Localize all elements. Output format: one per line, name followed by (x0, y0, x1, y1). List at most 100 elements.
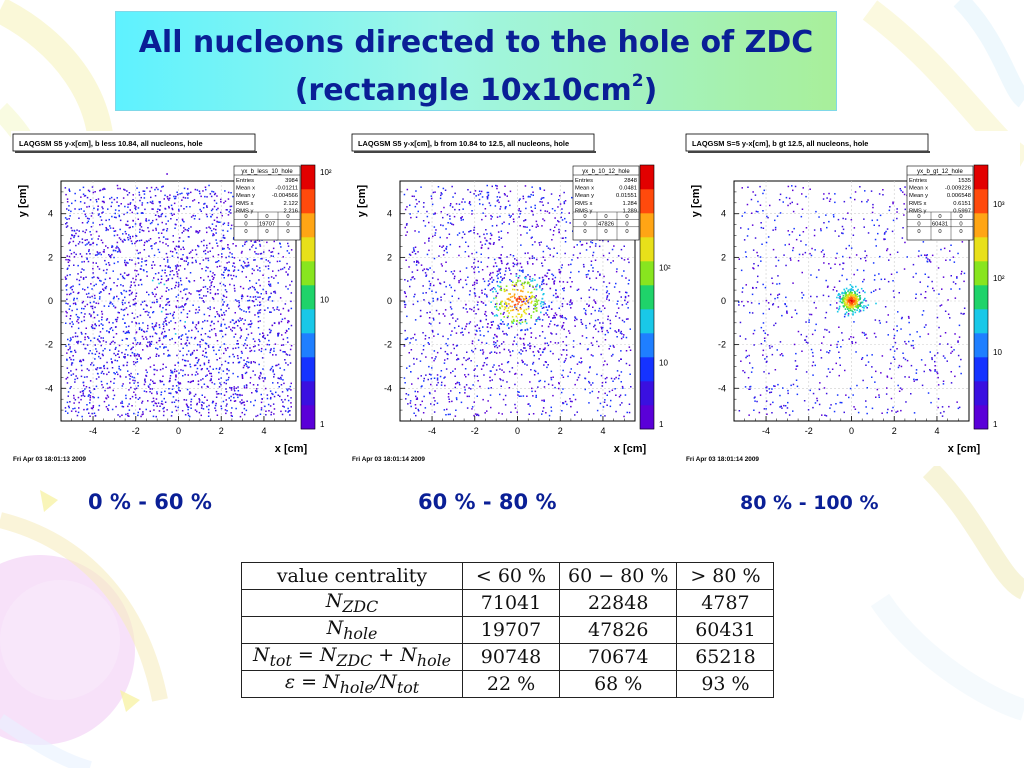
data-point (403, 301, 406, 303)
data-point (174, 405, 177, 408)
data-point (268, 280, 270, 283)
data-point (561, 211, 563, 214)
data-point (423, 299, 425, 301)
data-point (280, 344, 283, 346)
data-point (66, 225, 69, 227)
data-point (122, 241, 124, 243)
data-point (624, 299, 626, 302)
data-point (479, 349, 482, 351)
data-point (191, 329, 193, 332)
data-point (88, 390, 91, 392)
data-point (586, 242, 588, 245)
data-point (181, 297, 184, 299)
data-point (628, 403, 631, 405)
data-point (809, 313, 811, 316)
color-scale-segment (301, 213, 315, 238)
scatter-points (738, 185, 966, 417)
data-point (924, 364, 927, 366)
data-point (113, 297, 115, 300)
data-point (205, 295, 207, 297)
stats-matrix-cell: 0 (265, 214, 268, 220)
data-point (211, 402, 214, 404)
data-point (186, 229, 188, 231)
data-point (284, 359, 286, 361)
data-point (255, 253, 257, 255)
data-point (84, 338, 86, 341)
data-point (521, 329, 523, 331)
data-point (511, 320, 513, 323)
data-point (533, 257, 535, 259)
data-point (247, 265, 250, 267)
data-point (772, 229, 774, 231)
data-point (503, 193, 506, 195)
data-point (570, 271, 572, 274)
data-point (69, 318, 71, 320)
data-point (209, 286, 211, 288)
data-point (189, 353, 192, 356)
data-point (588, 305, 590, 307)
data-point (223, 266, 226, 269)
data-point (211, 297, 214, 299)
data-point (811, 247, 813, 250)
data-point (491, 379, 493, 381)
data-point (503, 348, 506, 351)
data-point (249, 296, 252, 298)
data-point (534, 279, 536, 281)
data-point (243, 323, 245, 325)
data-point (446, 344, 449, 347)
stats-matrix-cell: 0 (604, 214, 607, 220)
data-point (174, 247, 176, 250)
data-point (553, 230, 555, 232)
data-point (259, 309, 262, 311)
data-point (205, 213, 208, 216)
data-point (196, 230, 198, 233)
data-point (203, 203, 205, 205)
data-point (406, 337, 409, 339)
data-point (179, 390, 181, 392)
data-point (106, 228, 108, 230)
data-point (487, 191, 490, 194)
data-point (140, 303, 142, 306)
data-point (266, 334, 269, 336)
data-point (124, 189, 126, 191)
data-point (473, 271, 476, 274)
data-point (160, 278, 163, 280)
data-point (97, 396, 100, 399)
data-point (155, 341, 158, 344)
data-point (159, 304, 161, 306)
data-point (602, 254, 605, 257)
data-point (747, 301, 749, 303)
data-point (536, 223, 538, 226)
data-point (107, 409, 110, 411)
data-point (618, 317, 621, 319)
data-point (88, 352, 90, 355)
data-point (106, 382, 108, 385)
data-point (210, 209, 213, 212)
data-point (71, 202, 73, 205)
data-point (225, 349, 227, 352)
data-point (439, 236, 441, 239)
data-point (621, 402, 623, 404)
data-point (87, 189, 90, 192)
data-point (112, 336, 115, 338)
data-point (127, 206, 129, 208)
data-point (179, 265, 182, 267)
data-point (101, 241, 104, 244)
data-point (156, 391, 158, 393)
data-point (131, 395, 134, 398)
data-point (513, 320, 515, 322)
data-point (109, 225, 111, 227)
data-point (66, 208, 68, 210)
data-point (151, 221, 153, 224)
data-point (456, 359, 458, 361)
data-point (521, 284, 523, 286)
data-point (167, 245, 169, 247)
data-point (90, 407, 93, 409)
data-point (101, 283, 104, 286)
data-point (66, 255, 68, 257)
data-point (102, 324, 104, 326)
data-point (554, 312, 557, 314)
data-point (136, 212, 139, 215)
data-point (69, 348, 71, 350)
data-point (572, 394, 575, 396)
